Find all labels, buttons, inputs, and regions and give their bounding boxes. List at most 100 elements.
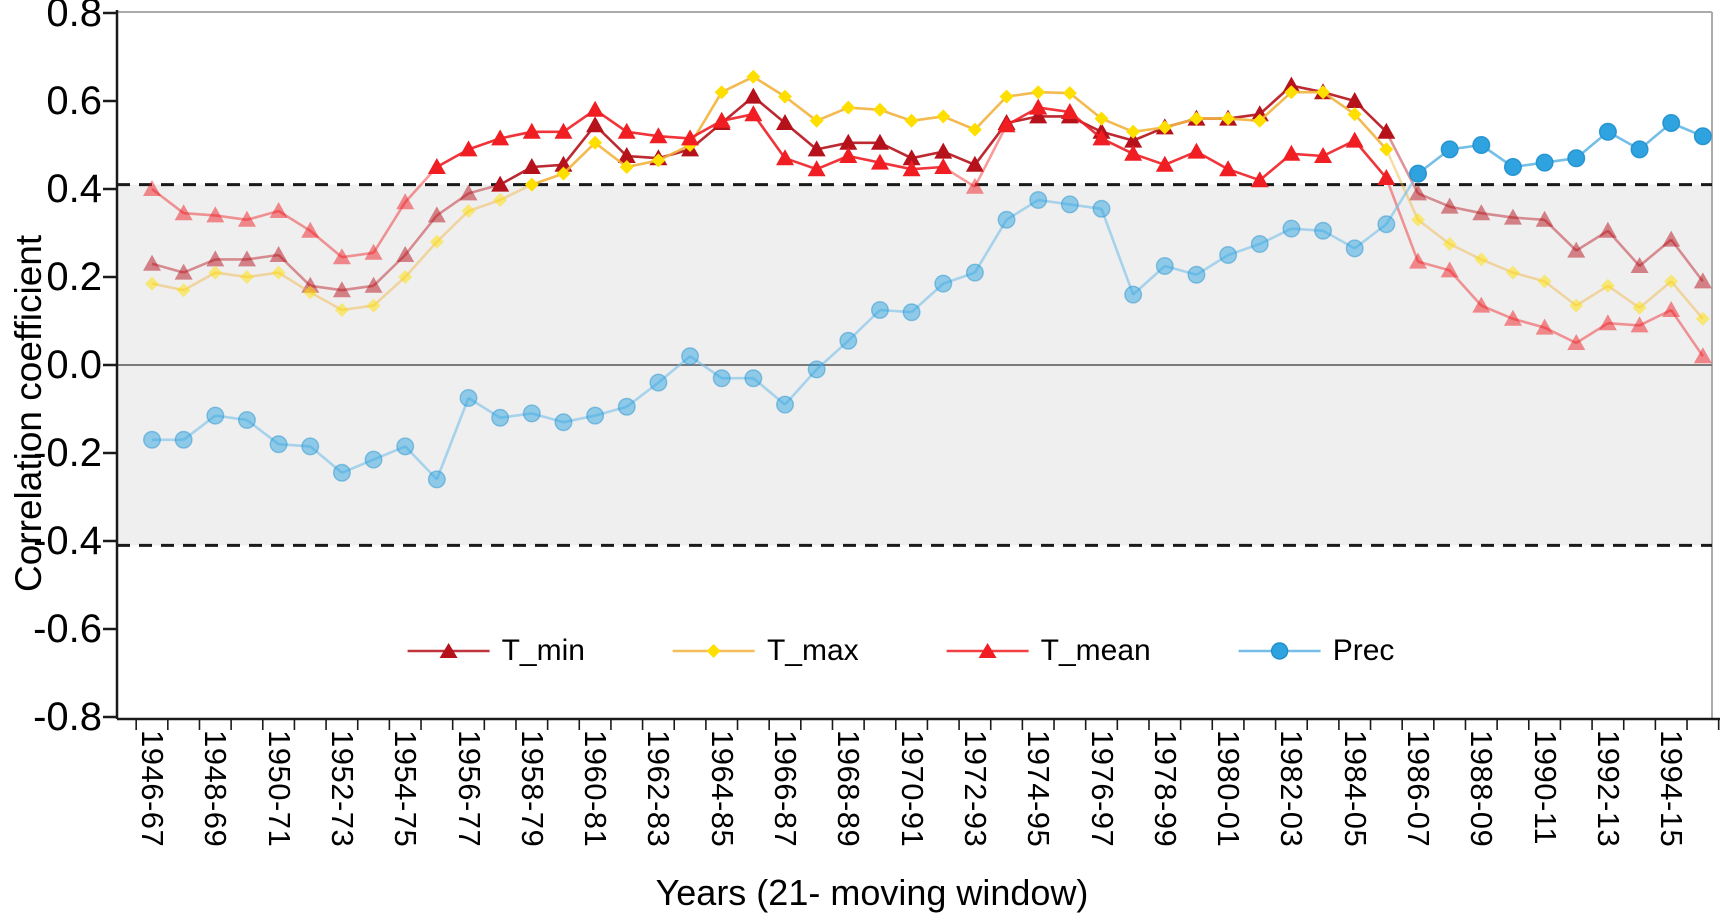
- data-point-triangle: [1535, 318, 1554, 335]
- data-point-triangle: [1187, 142, 1206, 159]
- data-point-triangle: [237, 210, 256, 227]
- data-point-triangle: [143, 254, 161, 271]
- chart-legend: T_min T_max T_mean Prec: [406, 634, 1395, 668]
- x-tick-label-1982-03: 1982-03: [1274, 730, 1310, 848]
- data-point-triangle: [902, 160, 921, 177]
- data-point-diamond: [999, 89, 1014, 104]
- data-point-circle: [269, 435, 288, 454]
- series-segment: [1480, 258, 1514, 274]
- data-point-triangle: [301, 221, 320, 238]
- y-tick-label--0.8: -0.8: [33, 695, 102, 739]
- series-segment: [973, 95, 1008, 131]
- data-point-triangle: [1693, 347, 1712, 364]
- data-point-circle: [364, 450, 383, 469]
- data-point-triangle: [459, 184, 478, 201]
- data-point-circle: [934, 274, 953, 293]
- data-point-diamond: [746, 69, 761, 84]
- x-tick-label-1986-07: 1986-07: [1401, 730, 1436, 848]
- x-tick-label-1954-75: 1954-75: [388, 730, 424, 848]
- data-point-circle: [712, 369, 731, 388]
- data-point-diamond: [1126, 124, 1141, 139]
- data-point-diamond: [1664, 274, 1679, 289]
- data-point-diamond: [208, 265, 223, 280]
- data-point-diamond: [1505, 265, 1520, 280]
- data-point-diamond: [334, 303, 349, 317]
- data-point-diamond: [398, 270, 413, 284]
- x-tick-label-1962-83: 1962-83: [641, 730, 677, 848]
- series-segment: [468, 198, 501, 213]
- x-tick-label-1974-95: 1974-95: [1021, 730, 1057, 848]
- data-point-diamond: [1031, 85, 1046, 100]
- series-segment: [626, 154, 659, 160]
- data-point-triangle: [839, 133, 858, 150]
- data-point-diamond: [619, 160, 634, 174]
- data-point-triangle: [1345, 92, 1364, 108]
- series-segment: [1543, 280, 1578, 307]
- data-point-triangle: [1060, 103, 1079, 119]
- data-point-triangle: [934, 158, 953, 174]
- series-segment: [183, 271, 216, 292]
- data-point-triangle: [712, 111, 731, 128]
- series-segment: [657, 143, 691, 162]
- data-point-circle: [617, 397, 636, 416]
- legend-item-t-mean: T_mean: [945, 634, 1151, 668]
- data-point-triangle: [807, 160, 826, 177]
- data-point-diamond: [1284, 85, 1299, 100]
- x-tick-label-1976-97: 1976-97: [1084, 730, 1120, 848]
- x-tick-label-1968-89: 1968-89: [831, 730, 867, 848]
- series-segment: [183, 211, 216, 217]
- data-point-triangle: [143, 180, 161, 196]
- data-point-triangle: [206, 206, 225, 223]
- data-point-diamond: [651, 153, 666, 168]
- series-segment: [1291, 152, 1324, 158]
- data-point-triangle: [396, 246, 415, 262]
- data-point-diamond: [176, 283, 191, 298]
- data-point-diamond: [1221, 111, 1236, 126]
- data-point-circle: [1029, 190, 1048, 209]
- data-point-triangle: [1567, 241, 1586, 258]
- series-segment: [1607, 284, 1641, 309]
- data-point-triangle: [174, 204, 193, 221]
- data-point-triangle: [839, 147, 858, 163]
- series-segment: [752, 113, 787, 159]
- data-point-circle: [586, 406, 605, 425]
- series-segment: [531, 163, 564, 169]
- data-point-circle: [1187, 265, 1206, 284]
- series-segment: [1638, 280, 1673, 309]
- series-segment: [562, 141, 597, 175]
- data-point-diamond: [1411, 212, 1425, 227]
- series-segment: [658, 134, 691, 140]
- series-segment: [973, 219, 1008, 274]
- series-segment: [1258, 91, 1293, 122]
- data-point-triangle: [934, 142, 953, 159]
- data-point-triangle: [1092, 129, 1111, 146]
- data-point-triangle: [269, 202, 288, 218]
- t-max-line-diamond-icon: [672, 644, 755, 658]
- data-point-diamond: [778, 89, 792, 104]
- data-point-triangle: [1630, 257, 1649, 273]
- data-point-circle: [1630, 140, 1649, 159]
- data-point-triangle: [522, 158, 541, 174]
- data-point-triangle: [1377, 169, 1396, 185]
- series-segment: [594, 141, 628, 169]
- data-point-triangle: [1029, 107, 1048, 124]
- x-tick-label-1960-81: 1960-81: [578, 730, 614, 848]
- data-point-diamond: [1189, 111, 1204, 126]
- prec-line-circle-icon: [1238, 642, 1321, 660]
- data-point-triangle: [427, 158, 446, 174]
- legend-label-prec: Prec: [1332, 634, 1395, 667]
- data-point-triangle: [1345, 131, 1364, 148]
- data-point-triangle: [1630, 316, 1649, 333]
- data-point-diamond: [461, 204, 476, 218]
- series-segment: [1449, 242, 1482, 261]
- data-point-triangle: [1155, 155, 1174, 172]
- data-point-triangle: [965, 177, 984, 194]
- data-point-circle: [427, 470, 446, 489]
- data-point-triangle: [1662, 301, 1681, 317]
- data-point-triangle: [1250, 171, 1269, 188]
- data-point-triangle: [681, 129, 700, 146]
- y-tick-label-0.8: 0.8: [46, 0, 102, 35]
- data-point-diamond: [1094, 111, 1109, 126]
- data-point-circle: [1535, 153, 1554, 172]
- data-point-diamond: [1442, 237, 1457, 251]
